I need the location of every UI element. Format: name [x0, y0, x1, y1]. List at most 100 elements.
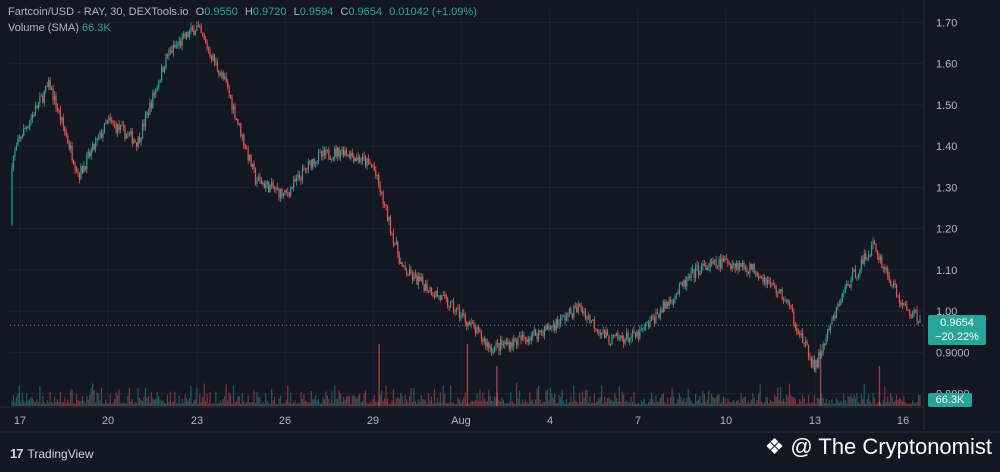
candle-body	[477, 326, 480, 330]
candle-body	[298, 174, 301, 178]
candle-body	[127, 133, 129, 135]
x-tick-label: 20	[102, 415, 114, 427]
volume-bar	[215, 391, 217, 406]
volume-bar	[750, 399, 752, 406]
candle-body	[617, 333, 619, 339]
candle-body	[637, 331, 639, 339]
volume-bar	[90, 387, 92, 406]
volume-bar	[706, 399, 708, 406]
candle-body	[643, 327, 645, 329]
candle-body	[134, 140, 136, 143]
candle-body	[718, 258, 720, 267]
candle-body	[709, 261, 711, 268]
candle-body	[467, 322, 469, 327]
candle-body	[225, 76, 227, 82]
volume-bar	[714, 399, 716, 406]
candle-body	[884, 267, 886, 270]
volume-bar	[103, 403, 106, 406]
volume-legend[interactable]: Volume (SMA) 66.3K	[8, 22, 111, 34]
volume-bar	[802, 395, 804, 406]
volume-bar	[800, 401, 802, 406]
candle-body	[143, 123, 145, 127]
candle-body	[30, 118, 32, 123]
volume-bar	[555, 403, 557, 406]
volume-bar	[382, 400, 384, 406]
candle-body	[435, 291, 437, 297]
candle-body	[734, 263, 736, 269]
candle-body	[33, 114, 35, 116]
volume-bar	[64, 397, 66, 406]
volume-bar	[351, 396, 353, 406]
candle-body	[862, 259, 864, 264]
candle-body	[422, 276, 424, 285]
volume-bar	[414, 401, 416, 406]
candle-body	[480, 331, 483, 340]
candle-body	[191, 27, 194, 29]
candle-body	[177, 44, 179, 46]
volume-bar	[562, 401, 565, 406]
candle-body	[137, 137, 139, 147]
symbol-label[interactable]: Fartcoin/USD - RAY, 30, DEXTools.io	[8, 6, 189, 18]
volume-bar	[738, 403, 741, 406]
candle-body	[759, 276, 761, 279]
volume-bar	[403, 403, 405, 406]
candle-body	[804, 341, 807, 344]
volume-bar	[376, 402, 378, 406]
x-tick-label: Aug	[451, 415, 471, 427]
x-tick-label: 16	[897, 415, 909, 427]
candle-body	[571, 313, 573, 318]
volume-bar	[677, 398, 679, 406]
candle-body	[149, 102, 151, 115]
candle-body	[99, 131, 101, 137]
candle-body	[448, 306, 450, 308]
volume-bar	[595, 403, 597, 406]
volume-bar	[58, 402, 60, 406]
candle-body	[83, 166, 85, 173]
candle-body	[611, 335, 613, 345]
candle-body	[271, 182, 273, 186]
open-label: O	[195, 6, 205, 18]
candle-body	[750, 264, 752, 270]
volume-bar	[818, 398, 820, 406]
low-label: L	[293, 6, 300, 18]
volume-bar	[816, 397, 818, 406]
candle-body	[747, 272, 749, 274]
candle-body	[297, 174, 299, 178]
volume-bar	[759, 383, 761, 406]
candle-body	[535, 330, 537, 336]
volume-bar	[461, 400, 463, 406]
volume-bar	[586, 389, 588, 406]
volume-bar	[884, 386, 886, 406]
candle-body	[659, 310, 661, 318]
candle-body	[34, 106, 37, 116]
volume-bar	[375, 401, 377, 406]
volume-bar	[81, 396, 84, 406]
volume-bar	[397, 397, 399, 406]
volume-bar	[621, 391, 623, 406]
candle-body	[672, 298, 675, 304]
candle-body	[221, 72, 223, 75]
volume-bar	[413, 387, 415, 406]
candle-body	[147, 112, 150, 115]
candle-body	[385, 204, 387, 207]
volume-bar	[536, 388, 538, 406]
volume-bar	[708, 390, 710, 406]
volume-bar	[400, 393, 402, 406]
volume-bar	[498, 400, 500, 406]
volume-bar	[716, 395, 719, 406]
volume-bar	[80, 401, 82, 406]
volume-bar	[169, 391, 172, 406]
volume-bar	[785, 394, 788, 406]
volume-bar	[439, 392, 441, 406]
candle-body	[680, 282, 682, 284]
tradingview-logo[interactable]: 17 TradingView	[10, 446, 94, 461]
candle-body	[590, 320, 593, 323]
volume-bar	[207, 403, 210, 406]
volume-bar	[854, 398, 857, 406]
volume-bar	[112, 402, 114, 406]
volume-bar	[416, 403, 418, 406]
candle-body	[253, 163, 255, 170]
volume-bar	[124, 402, 126, 406]
volume-bar	[667, 397, 669, 406]
